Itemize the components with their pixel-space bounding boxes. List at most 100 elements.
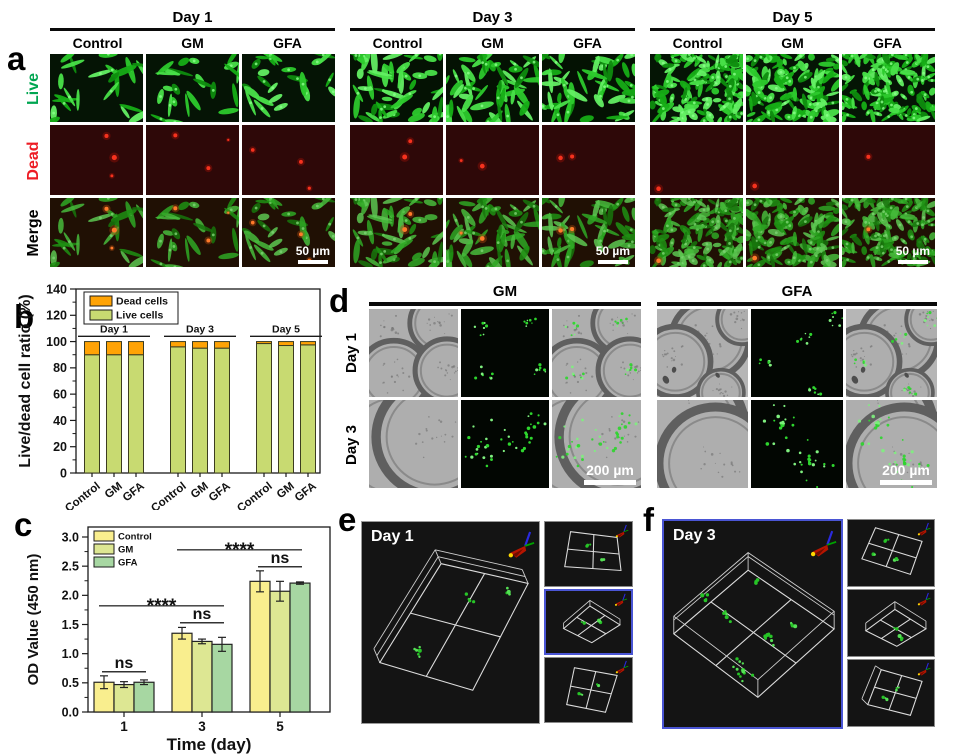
- microsphere-image-fluor: [751, 309, 843, 397]
- micro-image-dead: [542, 125, 635, 195]
- micro-image-live-svg: [50, 54, 143, 122]
- column-label: Control: [72, 35, 123, 51]
- panel-label-f: f: [643, 501, 654, 538]
- y-tick-label: 40: [53, 414, 67, 428]
- column-label: GM: [481, 35, 504, 51]
- micro-image-live: [350, 54, 443, 122]
- scale-bar: 50 µm: [295, 243, 330, 264]
- row-label-live: Live: [25, 72, 42, 105]
- microsphere-image-fluor: [460, 400, 550, 488]
- scale-bar: 200 µm: [880, 461, 932, 485]
- header-underline: [650, 28, 935, 31]
- y-tick-label: 1.5: [62, 618, 79, 632]
- column-label: GFA: [273, 35, 302, 51]
- microsphere-image-bf: [657, 400, 749, 488]
- axis-orientation-icon: [810, 530, 837, 557]
- image-grid: 200 µm: [657, 309, 937, 488]
- column-label: GFA: [873, 35, 902, 51]
- confocal-3d-main-view: Day 1: [361, 521, 540, 724]
- scale-bar-line: [297, 260, 328, 264]
- micro-image-dead: [242, 125, 335, 195]
- scale-bar-label: 200 µm: [586, 461, 634, 478]
- scale-bar-line: [597, 260, 628, 264]
- column-label: GFA: [573, 35, 602, 51]
- row-label-dead: Dead: [25, 141, 42, 181]
- micro-image-live-svg: [350, 54, 443, 122]
- legend-label: GM: [118, 545, 133, 556]
- confocal-3d-thumbnail: [544, 521, 633, 587]
- scale-bar-label: 200 µm: [882, 461, 930, 478]
- confocal-3d-thumbnail: [847, 659, 935, 727]
- micro-image-dead-svg: [842, 125, 935, 195]
- micro-image-live: [242, 54, 335, 122]
- y-tick-label: 60: [53, 388, 67, 402]
- micro-image-merge: [650, 198, 743, 267]
- microsphere-image-bf: [369, 309, 458, 397]
- significance-label: ns: [271, 550, 290, 567]
- x-tick-label: GFA: [121, 480, 147, 504]
- row-label-merge: Merge: [25, 209, 42, 257]
- microsphere-image-bf: [657, 309, 749, 397]
- x-tick-label: GM: [275, 480, 297, 501]
- day-group-1: Day 1 Control GM GFA 50 µm: [50, 8, 335, 267]
- axis-orientation-icon: [615, 524, 629, 538]
- wireframe-3d-thumb-svg: [864, 592, 931, 647]
- y-tick-label: 120: [46, 309, 67, 323]
- day-group-3: Day 5 Control GM GFA 50 µm: [650, 8, 935, 267]
- micro-image-dead-svg: [350, 125, 443, 195]
- scale-bar-label: 50 µm: [595, 243, 630, 258]
- image-grid: 50 µm: [650, 54, 935, 267]
- scale-bar: 200 µm: [583, 461, 636, 485]
- wireframe-3d-thumb-svg: [564, 524, 629, 572]
- micro-image-merge-svg: [650, 198, 743, 267]
- x-tick-label: 5: [276, 719, 284, 734]
- axis-orientation-icon: [615, 660, 629, 674]
- micro-image-dead-svg: [146, 125, 239, 195]
- micro-image-live-svg: [542, 54, 635, 122]
- header-underline: [50, 28, 335, 31]
- micro-image-merge: [146, 198, 239, 267]
- image-grid: 200 µm: [369, 309, 641, 488]
- panel-label-b: b: [14, 298, 35, 335]
- day-group-title: Day 3: [472, 9, 513, 26]
- y-tick-label: 100: [46, 335, 67, 349]
- wireframe-3d-svg: [373, 531, 535, 691]
- microsphere-image-svg: [751, 400, 843, 488]
- confocal-3d-thumbnail: [847, 519, 935, 587]
- scale-bar-line: [583, 480, 636, 485]
- y-tick-label: 2.5: [62, 560, 79, 574]
- panel-label-d: d: [329, 282, 350, 319]
- scale-bar-line: [897, 260, 928, 264]
- legend-label: Control: [118, 532, 152, 543]
- micro-image-merge-svg: [446, 198, 539, 267]
- scale-bar-label: 50 µm: [895, 243, 930, 258]
- legend-label: GFA: [118, 558, 138, 569]
- legend-label: Live cells: [116, 310, 163, 322]
- x-tick-label: GM: [189, 480, 211, 501]
- y-tick-label: 0: [60, 466, 67, 480]
- day-group-title: Day 1: [172, 9, 213, 26]
- scale-bar: 50 µm: [895, 243, 930, 264]
- column-labels: Control GM GFA: [50, 33, 335, 54]
- micro-image-dead: [350, 125, 443, 195]
- micro-image-live: [650, 54, 743, 122]
- microsphere-image-svg: [552, 400, 641, 488]
- day-group-title: Day 5: [772, 9, 813, 26]
- wireframe-3d-thumb-svg: [562, 593, 628, 644]
- microsphere-image-bfmerge: 200 µm: [845, 400, 937, 488]
- microsphere-image-svg: [845, 309, 937, 397]
- micro-image-merge-svg: [146, 198, 239, 267]
- header-underline: [657, 302, 937, 306]
- micro-image-live-svg: [242, 54, 335, 122]
- micro-image-live: [746, 54, 839, 122]
- wireframe-3d-svg: [672, 530, 837, 699]
- axis-orientation-icon: [614, 593, 628, 607]
- axis-orientation-icon: [917, 522, 931, 536]
- micro-image-live-svg: [746, 54, 839, 122]
- scale-bar-label: 50 µm: [295, 243, 330, 258]
- x-tick-label: GM: [103, 480, 125, 501]
- x-tick-label: GFA: [293, 480, 319, 504]
- significance-label: ****: [225, 540, 255, 561]
- micro-image-live: [50, 54, 143, 122]
